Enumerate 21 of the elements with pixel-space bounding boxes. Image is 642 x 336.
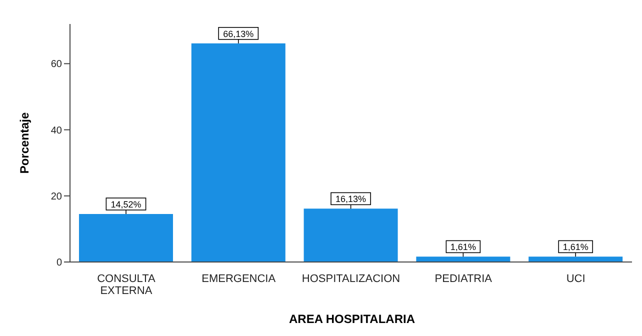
- bar: [191, 43, 286, 262]
- data-label: 66,13%: [223, 28, 254, 39]
- x-axis-title: AREA HOSPITALARIA: [288, 312, 416, 326]
- x-tick-label: UCI: [566, 273, 586, 285]
- y-tick-label: 40: [50, 125, 62, 136]
- x-tick-label: CONSULTA EXTERNA: [97, 273, 156, 297]
- y-axis-title: Porcentaje: [17, 112, 32, 174]
- data-label: 1,61%: [450, 242, 476, 252]
- bar: [416, 256, 510, 262]
- bar: [528, 256, 623, 262]
- data-label: 16,13%: [336, 194, 366, 204]
- bar: [304, 208, 398, 262]
- x-tick-label: EMERGENCIA: [202, 273, 276, 285]
- x-tick-label: PEDIATRIA: [434, 273, 493, 285]
- y-tick-label: 0: [56, 258, 62, 269]
- data-label: 14,52%: [110, 200, 142, 210]
- y-tick-label: 20: [50, 191, 62, 202]
- y-tick-label: 60: [50, 59, 62, 70]
- bar: [78, 214, 173, 262]
- data-label: 1,61%: [562, 242, 588, 252]
- x-tick-label: HOSPITALIZACION: [302, 273, 400, 285]
